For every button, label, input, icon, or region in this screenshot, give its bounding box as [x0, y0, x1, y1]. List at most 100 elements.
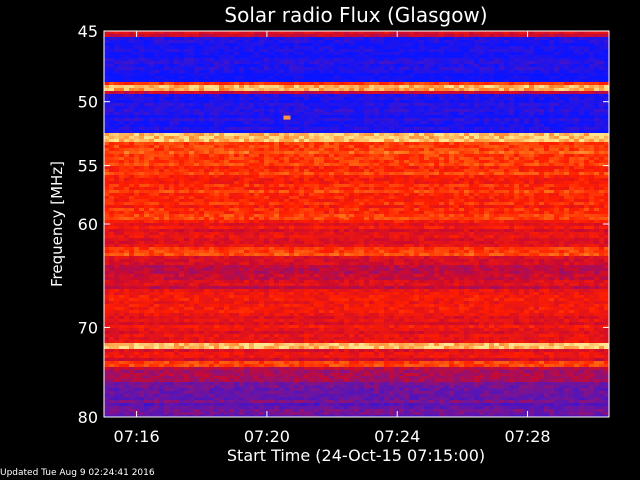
heatmap-cell [199, 61, 204, 64]
heatmap-cell [189, 46, 194, 49]
heatmap-cell [554, 124, 559, 127]
heatmap-cell [214, 127, 219, 130]
heatmap-cell [324, 34, 329, 37]
heatmap-cell [354, 40, 359, 43]
heatmap-cell [159, 112, 164, 115]
heatmap-cell [264, 118, 269, 121]
heatmap-cell [364, 124, 369, 127]
heatmap-cell [574, 73, 579, 76]
heatmap-cell [559, 175, 564, 178]
heatmap-cell [379, 112, 384, 115]
heatmap-cell [514, 70, 519, 73]
heatmap-cell [504, 64, 509, 67]
heatmap-cell [379, 43, 384, 46]
heatmap-cell [204, 178, 209, 181]
heatmap-cell [239, 70, 244, 73]
heatmap-cell [334, 94, 339, 97]
heatmap-cell [354, 145, 359, 148]
heatmap-cell [289, 139, 294, 142]
heatmap-cell [424, 43, 429, 46]
heatmap-cell [154, 94, 159, 97]
heatmap-cell [369, 103, 374, 106]
heatmap-cell [479, 49, 484, 52]
heatmap-cell [494, 163, 499, 166]
heatmap-cell [449, 127, 454, 130]
heatmap-cell [559, 37, 564, 40]
heatmap-cell [124, 133, 129, 136]
heatmap-cell [379, 151, 384, 154]
heatmap-cell [434, 100, 439, 103]
heatmap-cell [189, 178, 194, 181]
heatmap-cell [584, 58, 589, 61]
heatmap-cell [304, 55, 309, 58]
heatmap-cell [274, 133, 279, 136]
heatmap-cell [154, 127, 159, 130]
heatmap-cell [319, 136, 324, 139]
heatmap-cell [169, 166, 174, 169]
heatmap-cell [434, 73, 439, 76]
heatmap-cell [594, 133, 599, 136]
heatmap-cell [274, 139, 279, 142]
heatmap-cell [404, 70, 409, 73]
heatmap-cell [474, 151, 479, 154]
heatmap-cell [239, 148, 244, 151]
heatmap-cell [269, 61, 274, 64]
heatmap-cell [154, 40, 159, 43]
heatmap-cell [149, 37, 154, 40]
heatmap-cell [279, 175, 284, 178]
heatmap-cell [334, 115, 339, 118]
heatmap-cell [189, 94, 194, 97]
heatmap-cell [299, 145, 304, 148]
heatmap-cell [439, 169, 444, 172]
heatmap-cell [259, 55, 264, 58]
heatmap-cell [569, 97, 574, 100]
heatmap-cell [454, 103, 459, 106]
heatmap-cell [599, 55, 604, 58]
heatmap-cell [529, 151, 534, 154]
heatmap-cell [139, 106, 144, 109]
heatmap-cell [514, 88, 519, 91]
heatmap-cell [544, 73, 549, 76]
heatmap-cell [449, 157, 454, 160]
heatmap-cell [149, 112, 154, 115]
heatmap-cell [129, 157, 134, 160]
heatmap-cell [564, 100, 569, 103]
heatmap-cell [109, 52, 114, 55]
heatmap-cell [439, 43, 444, 46]
heatmap-cell [494, 118, 499, 121]
heatmap-cell [189, 136, 194, 139]
heatmap-cell [344, 43, 349, 46]
heatmap-cell [394, 73, 399, 76]
heatmap-cell [259, 64, 264, 67]
heatmap-cell [224, 130, 229, 133]
heatmap-cell [439, 139, 444, 142]
heatmap-cell [414, 115, 419, 118]
heatmap-cell [394, 157, 399, 160]
heatmap-cell [159, 109, 164, 112]
heatmap-cell [429, 73, 434, 76]
heatmap-cell [364, 97, 369, 100]
heatmap-cell [204, 175, 209, 178]
heatmap-cell [484, 79, 489, 82]
heatmap-cell [114, 55, 119, 58]
heatmap-cell [404, 163, 409, 166]
heatmap-cell [409, 61, 414, 64]
heatmap-cell [129, 40, 134, 43]
heatmap-cell [574, 91, 579, 94]
heatmap-cell [114, 124, 119, 127]
heatmap-cell [319, 73, 324, 76]
heatmap-cell [569, 151, 574, 154]
heatmap-cell [119, 55, 124, 58]
heatmap-cell [149, 43, 154, 46]
heatmap-cell [544, 64, 549, 67]
heatmap-cell [334, 79, 339, 82]
heatmap-cell [419, 58, 424, 61]
heatmap-cell [489, 163, 494, 166]
heatmap-cell [539, 112, 544, 115]
heatmap-cell [509, 157, 514, 160]
heatmap-cell [439, 94, 444, 97]
heatmap-cell [454, 40, 459, 43]
heatmap-cell [359, 121, 364, 124]
heatmap-cell [344, 70, 349, 73]
heatmap-cell [509, 91, 514, 94]
